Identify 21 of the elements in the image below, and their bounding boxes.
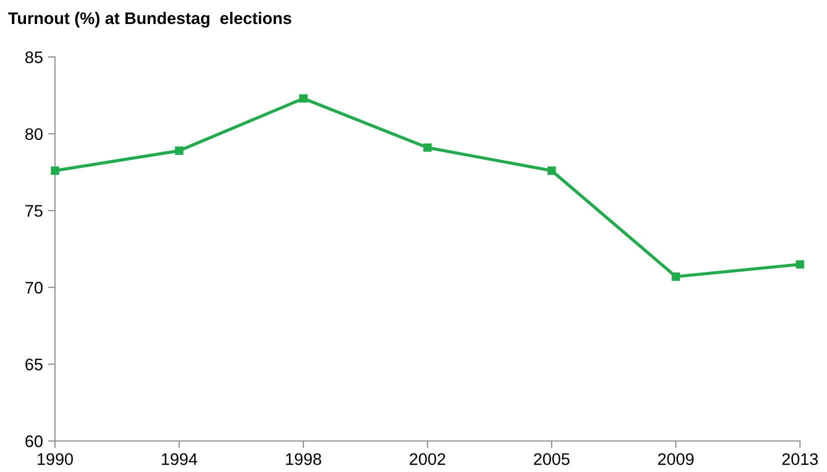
point xyxy=(672,272,680,281)
y-tick-label: 60 xyxy=(26,435,43,448)
y-tick-label: 80 xyxy=(25,128,43,140)
y-tick-label: 65 xyxy=(26,358,42,370)
x-tick-label: 2009 xyxy=(658,453,694,466)
point xyxy=(50,166,60,175)
point xyxy=(175,146,184,155)
y-tick-label: 85 xyxy=(25,51,42,64)
point xyxy=(423,143,432,152)
x-tick-label: 2013 xyxy=(782,453,818,466)
x-tick-label: 1990 xyxy=(38,453,73,466)
y-tick-label: 70 xyxy=(26,282,43,294)
point xyxy=(548,166,556,175)
point xyxy=(796,260,804,269)
x-tick-label: 2005 xyxy=(534,453,570,466)
chart-title: Turnout (%) at Bundestag elections xyxy=(8,12,292,28)
x-tick-label: 1994 xyxy=(162,453,198,466)
point xyxy=(299,94,308,103)
x-tick-label: 1998 xyxy=(286,453,322,466)
x-tick-label: 2002 xyxy=(410,453,446,466)
y-tick-label: 75 xyxy=(26,205,42,217)
